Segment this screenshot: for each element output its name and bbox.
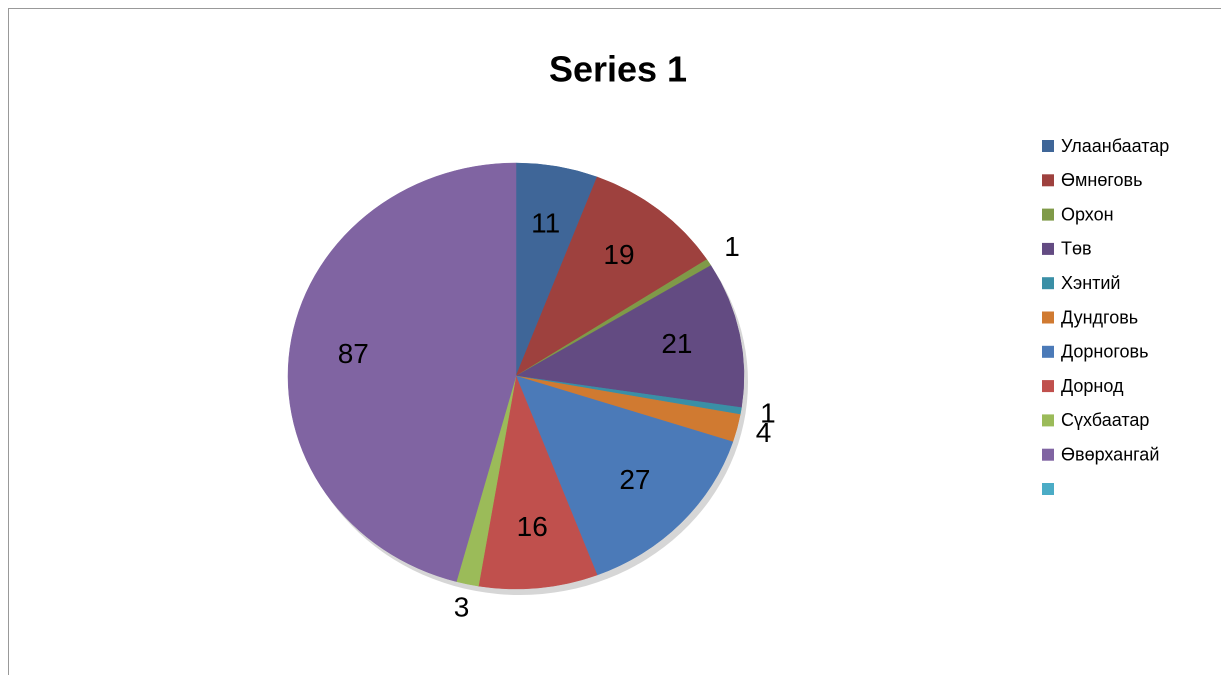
legend-label: Өвөрхангай [1061, 444, 1159, 464]
pie-slice [515, 176, 708, 377]
data-label: 16 [517, 511, 548, 542]
data-label: 19 [603, 239, 634, 270]
legend-label: Улаанбаатар [1061, 136, 1169, 156]
data-label: 4 [756, 417, 772, 448]
legend-label: Дундговь [1061, 307, 1138, 327]
legend-swatch [1042, 345, 1054, 358]
data-label: 27 [619, 464, 650, 495]
legend-label: Төв [1061, 239, 1092, 259]
legend-swatch [1042, 174, 1054, 187]
legend-swatch [1042, 242, 1054, 255]
legend-swatch [1042, 208, 1054, 221]
pie-slice [515, 375, 734, 576]
legend-label: Хэнтий [1061, 273, 1120, 293]
data-label: 87 [338, 338, 369, 369]
data-label: 21 [661, 328, 692, 359]
data-label: 1 [760, 398, 776, 429]
pie-slice [478, 375, 598, 590]
chart-title: Series 1 [549, 49, 687, 90]
legend-label: Сүхбаатар [1061, 410, 1149, 430]
legend-label: Дорноговь [1061, 342, 1149, 362]
chart-border [8, 8, 1221, 675]
data-label: 1 [724, 231, 740, 262]
legend-swatch [1042, 414, 1054, 427]
data-label: 11 [531, 208, 560, 239]
legend-swatch [1042, 483, 1054, 495]
legend-label: Орхон [1061, 204, 1114, 224]
legend-swatch [1042, 311, 1054, 324]
legend-swatch [1042, 380, 1054, 393]
legend-label: Өмнөговь [1061, 170, 1142, 190]
legend-swatch [1042, 140, 1054, 152]
legend-swatch [1042, 448, 1054, 461]
legend-label: Дорнод [1061, 376, 1124, 396]
pie-slice [515, 265, 745, 408]
data-label: 3 [454, 591, 470, 622]
legend-swatch [1042, 277, 1054, 290]
pie-slice [287, 162, 517, 582]
